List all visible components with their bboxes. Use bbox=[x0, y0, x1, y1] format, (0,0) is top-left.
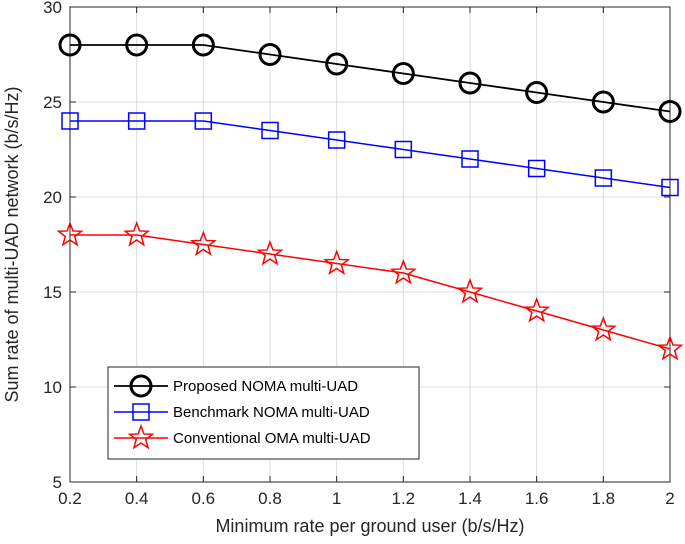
data-point bbox=[327, 131, 346, 149]
data-point bbox=[125, 33, 149, 57]
legend-label: Benchmark NOMA multi-UAD bbox=[173, 404, 370, 421]
series-line bbox=[70, 234, 671, 350]
data-point bbox=[191, 33, 215, 57]
data-point bbox=[661, 178, 679, 197]
legend-entry: Benchmark NOMA multi-UAD bbox=[114, 403, 370, 421]
series-circle bbox=[58, 33, 682, 123]
data-point bbox=[458, 71, 482, 95]
data-point bbox=[61, 112, 79, 130]
legend-marker bbox=[129, 374, 153, 398]
x-tick-label: 1.2 bbox=[392, 489, 416, 508]
legend: Proposed NOMA multi-UAD Benchmark NOMA mu… bbox=[107, 366, 420, 460]
series-line bbox=[70, 120, 671, 189]
data-point bbox=[123, 220, 151, 247]
data-point bbox=[58, 33, 82, 57]
data-point bbox=[656, 334, 684, 361]
x-tick-label: 1.6 bbox=[525, 489, 549, 508]
x-tick-label: 1 bbox=[332, 489, 341, 508]
data-point bbox=[127, 112, 146, 130]
y-tick-label: 10 bbox=[43, 378, 62, 397]
data-point bbox=[256, 239, 284, 266]
data-point bbox=[591, 90, 615, 114]
data-point bbox=[261, 121, 279, 140]
data-point bbox=[394, 140, 413, 159]
y-tick-label: 15 bbox=[43, 283, 62, 302]
y-tick-label: 30 bbox=[43, 0, 62, 17]
series-line bbox=[70, 44, 671, 113]
legend-entry: Conventional OMA multi-UAD bbox=[114, 423, 371, 450]
x-tick-label: 0.6 bbox=[192, 489, 216, 508]
legend-box bbox=[107, 366, 420, 460]
series-star bbox=[56, 220, 684, 361]
data-point bbox=[589, 315, 617, 342]
data-point bbox=[389, 258, 417, 285]
legend-marker bbox=[132, 403, 150, 421]
plot-area-frame bbox=[69, 6, 671, 483]
series-square bbox=[61, 112, 679, 197]
data-point bbox=[658, 100, 682, 123]
legend-label: Conventional OMA multi-UAD bbox=[173, 430, 371, 447]
x-tick-label: 1.8 bbox=[592, 489, 616, 508]
data-point bbox=[594, 169, 613, 187]
x-tick-label: 0.2 bbox=[58, 489, 82, 508]
legend-label: Proposed NOMA multi-UAD bbox=[173, 378, 358, 395]
data-point bbox=[258, 43, 282, 66]
data-point bbox=[523, 296, 551, 323]
data-point bbox=[461, 150, 479, 168]
y-tick-label: 5 bbox=[53, 473, 62, 492]
legend-entry: Proposed NOMA multi-UAD bbox=[114, 374, 358, 398]
x-tick-label: 1.4 bbox=[458, 489, 482, 508]
data-point bbox=[189, 230, 217, 256]
data-point bbox=[323, 249, 351, 275]
data-point bbox=[456, 277, 484, 304]
y-axis-label: Sum rate of multi-UAD network (b/s/Hz) bbox=[2, 86, 22, 402]
series-group bbox=[56, 33, 684, 361]
y-tick-label: 25 bbox=[43, 93, 62, 112]
data-point bbox=[525, 81, 549, 104]
data-point bbox=[527, 159, 546, 178]
legend-marker bbox=[127, 423, 155, 450]
data-point bbox=[194, 112, 213, 130]
y-tick-label: 20 bbox=[43, 188, 62, 207]
x-tick-label: 2 bbox=[665, 489, 674, 508]
x-tick-label: 0.8 bbox=[258, 489, 282, 508]
data-point bbox=[325, 52, 349, 76]
data-point bbox=[56, 220, 84, 247]
x-axis-label: Minimum rate per ground user (b/s/Hz) bbox=[215, 516, 524, 536]
data-point bbox=[391, 62, 415, 85]
x-tick-label: 0.4 bbox=[125, 489, 149, 508]
